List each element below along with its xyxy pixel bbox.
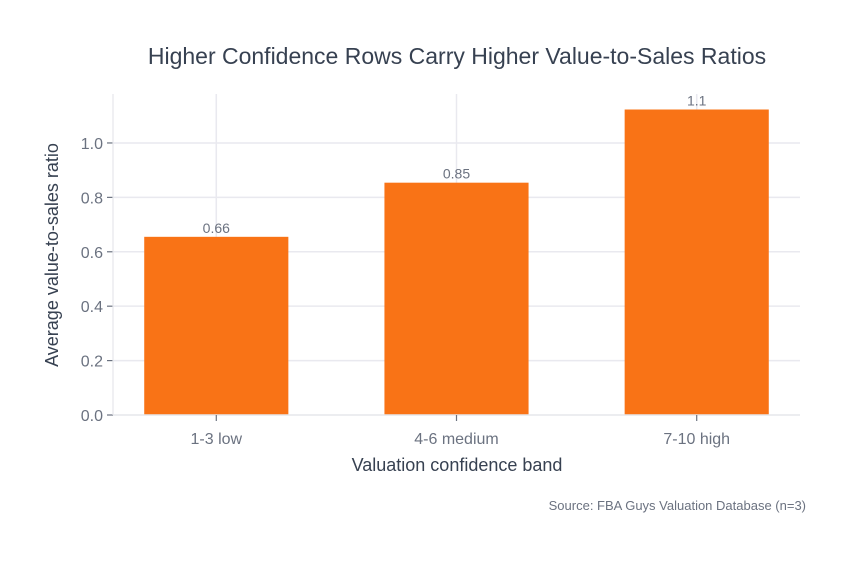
bars: 0.66 0.85 1.1 bbox=[144, 93, 769, 416]
chart-title: Higher Confidence Rows Carry Higher Valu… bbox=[148, 43, 766, 69]
x-axis-label: Valuation confidence band bbox=[352, 455, 563, 475]
y-tick-label: 0.8 bbox=[81, 190, 103, 207]
y-tick-label: 0.2 bbox=[81, 354, 103, 371]
y-tick-label: 1.0 bbox=[81, 136, 103, 153]
data-label: 0.66 bbox=[203, 220, 230, 236]
bar bbox=[624, 109, 769, 416]
x-tick-label: 4-6 medium bbox=[414, 431, 498, 448]
y-axis: 0.0 0.2 0.4 0.6 0.8 1.0 bbox=[81, 94, 114, 425]
y-tick-label: 0.4 bbox=[81, 299, 103, 316]
y-tick-label: 0.0 bbox=[81, 408, 103, 425]
x-tick-label: 1-3 low bbox=[191, 431, 243, 448]
source-note: Source: FBA Guys Valuation Database (n=3… bbox=[549, 498, 806, 513]
y-axis-label: Average value-to-sales ratio bbox=[42, 143, 62, 367]
data-label: 0.85 bbox=[443, 166, 470, 182]
data-label: 1.1 bbox=[687, 93, 707, 109]
bar bbox=[144, 236, 289, 415]
x-tick-label: 7-10 high bbox=[663, 431, 730, 448]
x-axis: 1-3 low 4-6 medium 7-10 high bbox=[113, 414, 800, 448]
y-tick-label: 0.6 bbox=[81, 245, 103, 262]
bar bbox=[384, 182, 529, 415]
